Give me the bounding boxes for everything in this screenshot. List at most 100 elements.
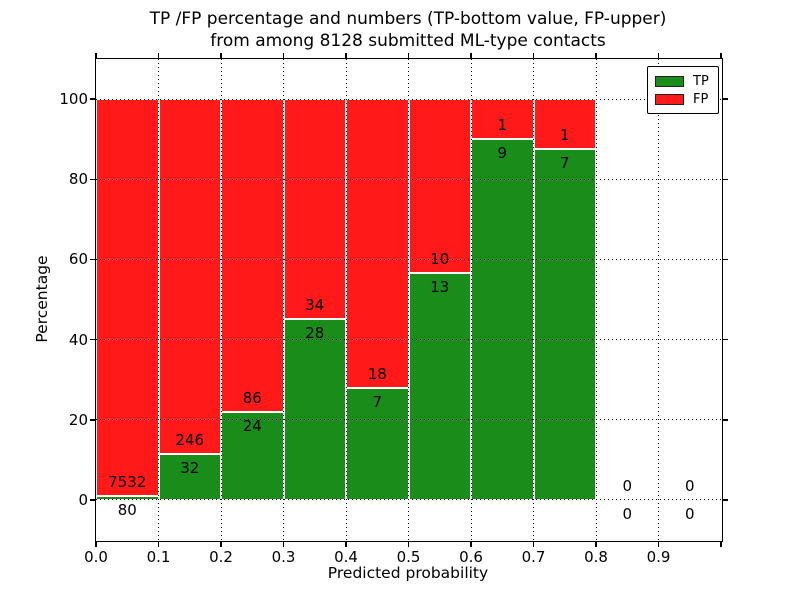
y-tick-label-100: 100 — [59, 90, 88, 109]
x-tick-label-0.1: 0.1 — [146, 548, 171, 566]
bar-segment-tp-5 — [408, 273, 471, 500]
x-tick-bottom — [720, 541, 722, 547]
annotation-fp-9: 0 — [684, 476, 695, 495]
gridline-y-40 — [96, 339, 721, 341]
chart-title: TP /FP percentage and numbers (TP-bottom… — [8, 8, 800, 52]
legend-item-fp: FP — [655, 90, 709, 108]
gridline-y-100 — [96, 98, 721, 100]
annotation-tp-4: 7 — [372, 392, 383, 411]
annotation-tp-0: 80 — [117, 500, 137, 519]
x-tick-bottom — [407, 541, 410, 547]
gridline-x-0.1 — [158, 59, 159, 540]
x-tick-top — [220, 52, 222, 58]
gridline-y-60 — [96, 258, 721, 260]
y-tick-left — [89, 499, 95, 501]
y-tick-left — [89, 338, 95, 341]
gridline-y-20 — [96, 419, 721, 421]
x-tick-label-0.2: 0.2 — [209, 548, 233, 566]
y-tick-left — [89, 98, 95, 100]
chart-title-line2: from among 8128 submitted ML-type contac… — [210, 31, 606, 51]
x-tick-top — [345, 52, 347, 58]
gridline-x-0.3 — [283, 59, 284, 540]
bar-segment-fp-7 — [533, 99, 596, 150]
legend-swatch-fp — [655, 93, 684, 105]
x-tick-top — [470, 52, 472, 58]
x-axis-label: Predicted probability — [327, 564, 489, 582]
x-tick-bottom — [345, 541, 347, 547]
y-tick-right — [722, 419, 728, 421]
x-tick-top — [157, 52, 160, 58]
legend-label-tp: TP — [693, 73, 709, 89]
gridline-x-0.7 — [533, 59, 534, 540]
y-tick-right — [722, 499, 728, 501]
x-tick-bottom — [95, 541, 97, 547]
annotation-fp-0: 7532 — [108, 472, 147, 491]
gridline-x-0.9 — [658, 59, 659, 540]
y-tick-right — [722, 178, 728, 180]
annotation-tp-7: 7 — [559, 154, 570, 173]
x-tick-top — [95, 52, 97, 58]
x-tick-top — [282, 52, 285, 58]
x-tick-label-0.7: 0.7 — [521, 548, 546, 566]
annotation-tp-3: 28 — [305, 323, 325, 342]
gridline-y-80 — [96, 178, 721, 180]
annotation-fp-7: 1 — [559, 126, 570, 145]
x-tick-label-0.6: 0.6 — [459, 548, 483, 566]
annotation-tp-1: 32 — [180, 458, 200, 477]
y-tick-right — [722, 98, 728, 100]
x-tick-label-0.0: 0.0 — [84, 548, 108, 566]
y-tick-left — [89, 178, 95, 180]
y-tick-right — [722, 338, 728, 341]
bar-segment-fp-1 — [158, 99, 221, 454]
x-tick-bottom — [220, 541, 222, 547]
x-tick-label-0.4: 0.4 — [334, 548, 358, 566]
x-tick-label-0.3: 0.3 — [271, 548, 296, 566]
annotation-fp-2: 86 — [242, 389, 262, 408]
gridline-x-0.8 — [595, 59, 597, 540]
bar-segment-tp-7 — [533, 149, 596, 500]
x-tick-top — [657, 52, 660, 58]
bar-segment-fp-5 — [408, 99, 471, 274]
y-tick-label-0: 0 — [78, 490, 88, 509]
legend-swatch-tp — [655, 75, 684, 87]
x-tick-top — [407, 52, 410, 58]
legend-label-fp: FP — [693, 91, 709, 107]
x-tick-bottom — [157, 541, 160, 547]
y-axis-label: Percentage — [33, 255, 51, 343]
bar-segment-tp-6 — [471, 139, 534, 500]
x-tick-top — [595, 52, 597, 58]
bar-segment-fp-2 — [221, 99, 284, 413]
annotation-fp-5: 10 — [430, 250, 450, 269]
y-tick-label-20: 20 — [68, 410, 88, 429]
annotation-fp-4: 18 — [367, 364, 387, 383]
annotation-tp-2: 24 — [242, 417, 262, 436]
annotation-fp-8: 0 — [622, 476, 633, 495]
bar-segment-fp-3 — [283, 99, 346, 319]
x-tick-bottom — [595, 541, 597, 547]
chart-title-line1: TP /FP percentage and numbers (TP-bottom… — [149, 9, 667, 29]
annotation-fp-6: 1 — [497, 116, 508, 135]
annotation-tp-5: 13 — [430, 278, 450, 297]
y-tick-label-40: 40 — [68, 330, 88, 349]
y-tick-right — [722, 258, 728, 261]
y-tick-label-80: 80 — [68, 170, 88, 189]
x-tick-label-0.5: 0.5 — [396, 548, 421, 566]
gridline-y-0 — [96, 499, 721, 501]
gridline-x-0.5 — [408, 59, 409, 540]
legend-item-tp: TP — [655, 72, 709, 90]
annotation-tp-9: 0 — [684, 504, 695, 523]
x-tick-top — [532, 52, 535, 58]
x-tick-bottom — [532, 541, 535, 547]
x-tick-label-0.9: 0.9 — [646, 548, 671, 566]
bar-segment-fp-4 — [346, 99, 409, 388]
annotation-tp-8: 0 — [622, 504, 633, 523]
legend: TP FP — [647, 66, 719, 114]
annotation-fp-1: 246 — [175, 430, 205, 449]
gridline-x-0.4 — [345, 59, 347, 540]
x-tick-label-0.8: 0.8 — [584, 548, 608, 566]
annotation-fp-3: 34 — [305, 295, 325, 314]
y-tick-label-60: 60 — [68, 250, 88, 269]
annotation-tp-6: 9 — [497, 144, 508, 163]
gridline-x-0.2 — [220, 59, 222, 540]
